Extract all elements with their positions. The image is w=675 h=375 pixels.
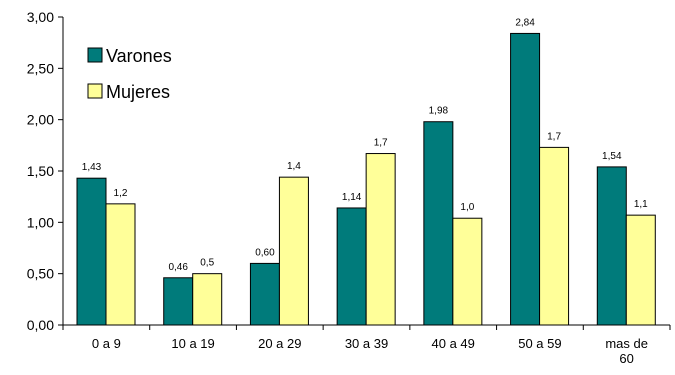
data-label: 1,1 <box>634 199 648 210</box>
bars: 1,43 0,46 0,60 1,14 1,98 2,84 1,54 1,2 0,5 1,4 1,7… <box>76 17 656 326</box>
legend-swatch-mujeres <box>87 83 103 99</box>
x-tick-label: mas de 60 <box>605 336 648 366</box>
y-tick-label: 3,00 <box>27 9 54 25</box>
data-label: 1,43 <box>82 162 102 173</box>
x-tick-label: 10 a 19 <box>171 336 214 351</box>
x-tick-label: 40 a 49 <box>432 336 475 351</box>
bar-mujeres <box>539 146 570 326</box>
bar-varones <box>76 177 107 326</box>
y-tick-label: 1,50 <box>27 163 54 179</box>
bar-mujeres <box>452 217 483 326</box>
bar-varones <box>249 262 280 326</box>
bar-varones <box>596 166 627 326</box>
x-axis: 0 a 9 10 a 19 20 a 29 30 a 39 40 a 49 50 a 59… <box>62 324 671 366</box>
data-label: 1,4 <box>287 161 301 172</box>
legend: Varones Mujeres <box>87 46 172 102</box>
y-tick-label: 2,50 <box>27 60 54 76</box>
data-label: 1,7 <box>374 138 388 149</box>
data-label: 1,2 <box>114 188 128 199</box>
data-label: 1,98 <box>429 106 449 117</box>
y-tick-label: 0,50 <box>27 266 54 282</box>
x-tick-label: 30 a 39 <box>345 336 388 351</box>
bar-varones <box>163 277 194 326</box>
y-tick-label: 1,00 <box>27 214 54 230</box>
data-label: 1,7 <box>547 131 561 142</box>
bar-mujeres <box>625 214 656 326</box>
data-label: 1,14 <box>342 192 362 203</box>
x-tick-label: 50 a 59 <box>518 336 561 351</box>
data-label: 0,5 <box>200 258 214 269</box>
x-tick-label: 0 a 9 <box>92 336 121 351</box>
legend-label-varones: Varones <box>106 46 172 66</box>
data-label: 0,60 <box>255 247 275 258</box>
data-label: 1,54 <box>602 151 622 162</box>
legend-label-mujeres: Mujeres <box>106 82 170 102</box>
y-tick-label: 0,00 <box>27 317 54 333</box>
bar-mujeres <box>192 273 223 326</box>
data-label: 2,84 <box>515 17 535 28</box>
bar-mujeres <box>365 153 396 326</box>
bar-varones <box>510 32 541 326</box>
data-label: 1,0 <box>460 202 474 213</box>
bar-varones <box>423 121 454 326</box>
legend-swatch-varones <box>87 47 103 63</box>
x-tick-label: 20 a 29 <box>258 336 301 351</box>
data-label: 0,46 <box>168 262 188 273</box>
y-axis: 0,00 0,50 1,00 1,50 2,00 2,50 3,00 <box>27 9 64 333</box>
y-tick-label: 2,00 <box>27 112 54 128</box>
bar-mujeres <box>105 203 136 326</box>
bar-mujeres <box>278 176 309 326</box>
bar-varones <box>336 207 367 326</box>
